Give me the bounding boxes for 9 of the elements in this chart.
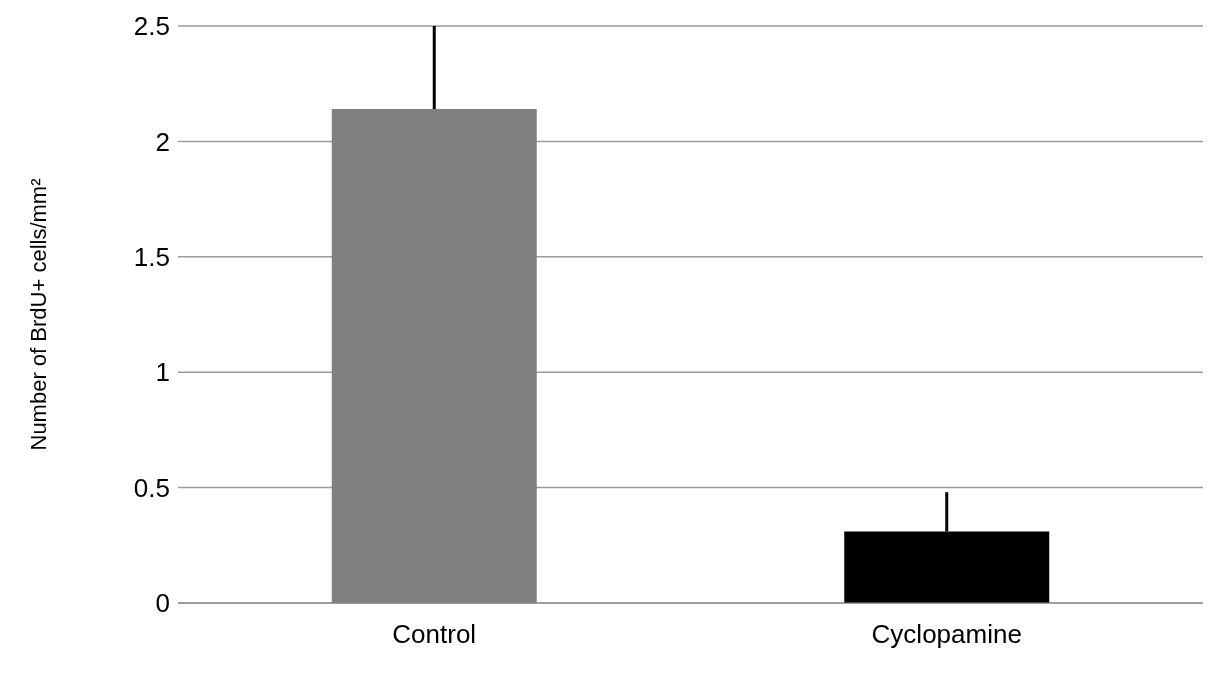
x-tick-label: Control: [392, 619, 477, 650]
y-tick-label: 1.5: [133, 242, 170, 273]
x-tick-label: Cyclopamine: [871, 619, 1022, 650]
y-axis-title: Number of BrdU+ cells/mm²: [25, 178, 51, 451]
y-tick-label: 0: [155, 588, 170, 619]
y-tick-label: 0.5: [133, 472, 170, 503]
y-tick-label: 1: [155, 357, 170, 388]
y-tick-label: 2: [155, 126, 170, 157]
y-tick-label: 2.5: [133, 11, 170, 42]
